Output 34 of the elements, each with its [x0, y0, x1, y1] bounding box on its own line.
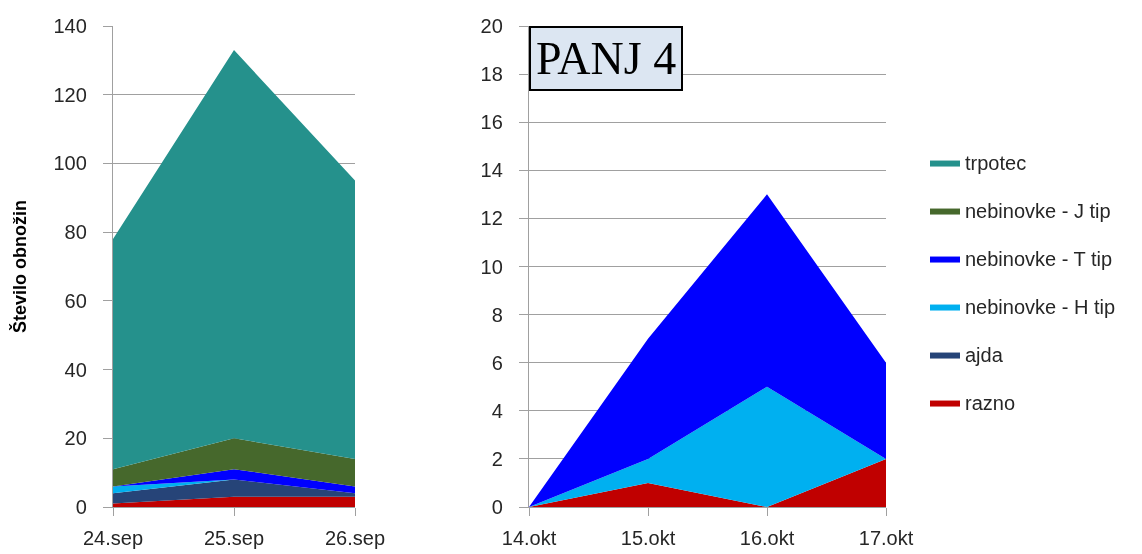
x-tick-label: 24.sep: [82, 527, 144, 550]
y-tick-label: 18: [480, 63, 503, 86]
y-tick-label: 16: [480, 111, 503, 134]
y-tick-label: 10: [480, 255, 503, 278]
y-tick-label: 4: [491, 399, 503, 422]
legend-label: nebinovke - J tip: [965, 200, 1111, 223]
y-tick-label: 20: [64, 427, 87, 450]
legend-label: ajda: [965, 344, 1004, 367]
legend-label: trpotec: [965, 152, 1027, 175]
x-tick-label: 25.sep: [203, 527, 265, 550]
y-tick-label: 120: [53, 83, 87, 106]
y-tick-label: 0: [491, 496, 503, 518]
y-tick-label: 20: [480, 15, 503, 37]
x-tick-label: 26.sep: [324, 527, 386, 550]
x-tick-label: 16.okt: [739, 527, 795, 550]
annotation: PANJ 4: [536, 33, 677, 84]
y-tick-label: 12: [480, 207, 503, 230]
legend-label: nebinovke - H tip: [965, 296, 1116, 319]
y-tick-label: 0: [75, 496, 87, 518]
y-tick-label: 80: [64, 221, 87, 244]
x-tick-label: 14.okt: [501, 527, 557, 550]
y-tick-label: 140: [53, 15, 87, 37]
y-tick-label: 6: [491, 351, 503, 374]
y-tick-label: 14: [480, 159, 503, 182]
y-tick-label: 100: [53, 152, 87, 175]
x-tick-label: 17.okt: [858, 527, 914, 550]
y-axis-title: Število obnožin: [8, 200, 30, 333]
legend-label: nebinovke - T tip: [965, 248, 1113, 271]
legend-label: razno: [965, 392, 1016, 415]
x-tick-label: 15.okt: [620, 527, 676, 550]
y-tick-label: 2: [491, 447, 503, 470]
y-tick-label: 40: [64, 358, 87, 381]
y-tick-label: 8: [491, 303, 503, 326]
y-tick-label: 60: [64, 289, 87, 312]
